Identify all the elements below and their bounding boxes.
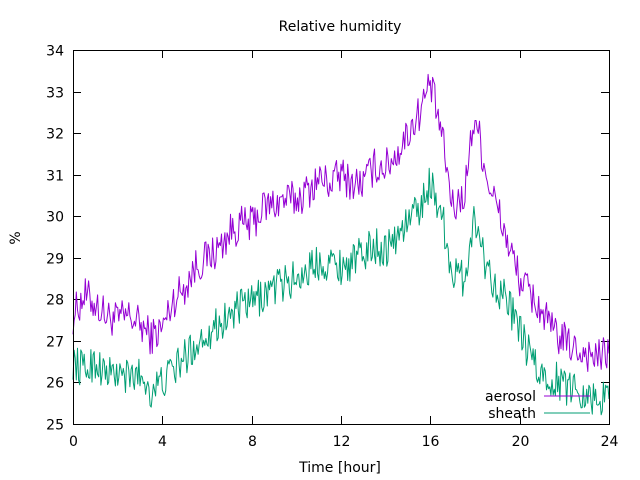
legend-label-sheath: sheath (488, 406, 536, 422)
y-tick-label: 30 (46, 210, 64, 226)
x-tick-label: 12 (333, 434, 351, 450)
y-axis-label: % (8, 231, 24, 244)
x-tick-label: 16 (422, 434, 440, 450)
x-axis-label: Time [hour] (298, 460, 381, 476)
x-tick-label: 24 (601, 434, 619, 450)
series-line-sheath (72, 167, 610, 416)
plot-frame (73, 50, 610, 425)
chart-title: Relative humidity (279, 19, 402, 35)
x-tick-label: 0 (69, 434, 78, 450)
y-tick-label: 33 (46, 86, 64, 102)
x-tick-label: 20 (512, 434, 530, 450)
x-tick-label: 8 (248, 434, 257, 450)
y-tick-label: 27 (46, 335, 64, 351)
x-tick-label: 4 (158, 434, 167, 450)
y-tick-label: 32 (46, 127, 64, 143)
y-tick-label: 26 (46, 376, 64, 392)
series-layer (72, 73, 610, 416)
series-line-aerosol (72, 73, 610, 372)
y-tick-label: 25 (46, 418, 64, 434)
y-tick-label: 29 (46, 252, 64, 268)
y-axis-ticks: 25 26 27 28 29 30 31 32 33 34 (46, 44, 609, 434)
y-tick-label: 31 (46, 169, 64, 185)
y-tick-label: 34 (46, 44, 64, 60)
legend-label-aerosol: aerosol (485, 389, 536, 405)
y-tick-label: 28 (46, 293, 64, 309)
